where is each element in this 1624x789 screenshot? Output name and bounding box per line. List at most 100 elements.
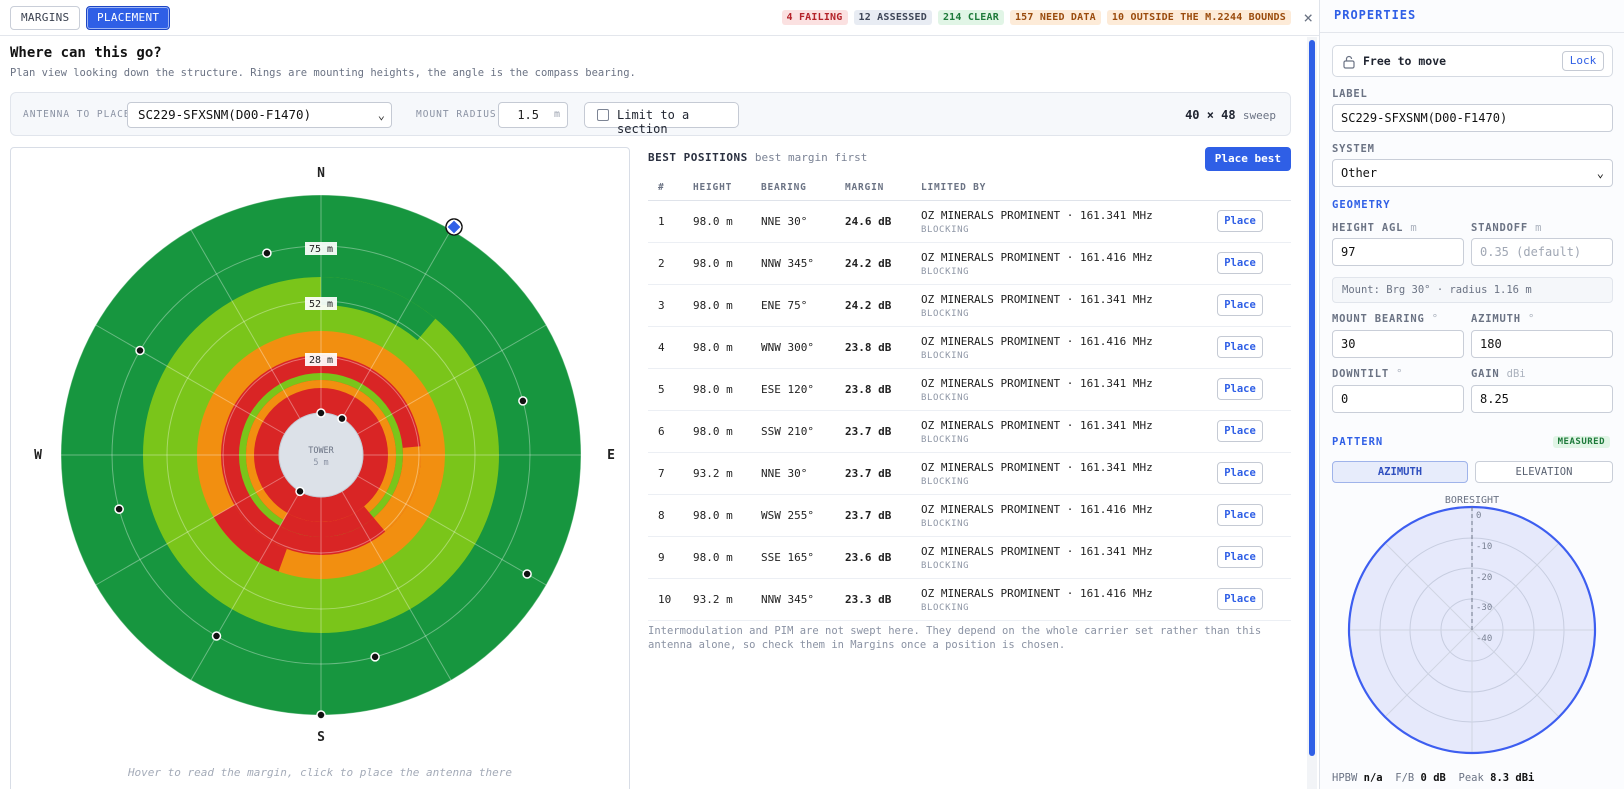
cell-height: 93.2 m bbox=[693, 593, 733, 606]
place-button[interactable]: Place bbox=[1217, 462, 1263, 484]
candidate-marker[interactable] bbox=[316, 408, 326, 418]
cell-bearing: ENE 75° bbox=[761, 299, 808, 312]
ring-label-bg bbox=[305, 297, 337, 310]
limit-section-toggle[interactable]: Limit to a section bbox=[584, 102, 739, 136]
tab-margins[interactable]: MARGINS bbox=[10, 6, 81, 30]
candidate-marker[interactable] bbox=[295, 486, 305, 497]
best-title-text: BEST POSITIONS bbox=[648, 151, 748, 164]
tab-placement[interactable]: PLACEMENT bbox=[86, 6, 171, 30]
tower-core: TOWER 5 m bbox=[278, 412, 364, 498]
cell-height: 98.0 m bbox=[693, 341, 733, 354]
db-label-0: 0 bbox=[1476, 511, 1481, 521]
antenna-select[interactable]: SC229-SFXSNM(D00-F1470) ⌄ bbox=[127, 102, 392, 128]
badge-failing[interactable]: 4 FAILING bbox=[781, 10, 848, 25]
properties-panel: PROPERTIES Free to move Lock LABEL SC229… bbox=[1319, 0, 1624, 789]
sweep-label: sweep bbox=[1242, 109, 1276, 122]
candidate-marker[interactable] bbox=[370, 652, 380, 662]
place-button[interactable]: Place bbox=[1217, 252, 1263, 274]
badge-clear[interactable]: 214 CLEAR bbox=[937, 10, 1004, 25]
candidate-marker[interactable] bbox=[522, 569, 532, 579]
cell-height: 98.0 m bbox=[693, 425, 733, 438]
mount-bearing-input[interactable]: 30 bbox=[1332, 330, 1464, 358]
height-agl-input[interactable]: 97 bbox=[1332, 238, 1464, 266]
limit-section-checkbox[interactable] bbox=[597, 109, 609, 121]
downtilt-input[interactable]: 0 bbox=[1332, 385, 1464, 413]
cell-n: 10 bbox=[658, 593, 672, 606]
table-row[interactable]: 10 93.2 m NNW 345° 23.3 dB OZ MINERALS PROMI… bbox=[648, 579, 1291, 621]
candidate-marker[interactable] bbox=[262, 248, 272, 258]
badge-need-data[interactable]: 157 NEED DATA bbox=[1009, 10, 1101, 25]
status-badges: 4 FAILING 12 ASSESSED 214 CLEAR 157 NEED… bbox=[781, 10, 1291, 25]
place-button[interactable]: Place bbox=[1217, 336, 1263, 358]
margin-cell[interactable] bbox=[321, 277, 436, 341]
gain-input[interactable]: 8.25 bbox=[1471, 385, 1613, 413]
mount-radius-input[interactable]: 1.5 m bbox=[498, 102, 568, 128]
margin-cell[interactable] bbox=[213, 505, 287, 572]
table-row[interactable]: 9 98.0 m SSE 165° 23.6 dB OZ MINERALS PROMIN… bbox=[648, 537, 1291, 579]
compass-n: N bbox=[317, 166, 325, 181]
lock-button[interactable]: Lock bbox=[1562, 51, 1604, 71]
margin-cell[interactable] bbox=[373, 446, 422, 532]
badge-assessed[interactable]: 12 ASSESSED bbox=[853, 10, 932, 25]
place-button[interactable]: Place bbox=[1217, 504, 1263, 526]
col-margin: MARGIN bbox=[845, 182, 885, 193]
bearing-line bbox=[341, 229, 452, 419]
sweep-value: 40 × 48 bbox=[1185, 108, 1236, 122]
system-select[interactable]: Other ⌄ bbox=[1332, 159, 1613, 187]
cell-height: 98.0 m bbox=[693, 383, 733, 396]
place-best-button[interactable]: Place best bbox=[1204, 147, 1291, 171]
candidate-markers[interactable] bbox=[114, 248, 532, 720]
table-row[interactable]: 6 98.0 m SSW 210° 23.7 dB OZ MINERALS PROMIN… bbox=[648, 411, 1291, 453]
tower-height: 5 m bbox=[313, 458, 328, 468]
cell-bearing: SSW 210° bbox=[761, 425, 814, 438]
candidate-marker[interactable] bbox=[316, 710, 326, 720]
margin-cell[interactable] bbox=[280, 506, 374, 537]
close-icon[interactable]: × bbox=[1303, 8, 1313, 27]
tab-elevation[interactable]: ELEVATION bbox=[1475, 461, 1613, 483]
selected-position-marker[interactable] bbox=[445, 218, 463, 236]
antenna-label: ANTENNA TO PLACE bbox=[23, 109, 131, 120]
col-bearing: BEARING bbox=[761, 182, 807, 193]
bearing-line bbox=[190, 491, 301, 681]
candidate-marker[interactable] bbox=[135, 345, 145, 356]
tab-azimuth[interactable]: AZIMUTH bbox=[1332, 461, 1468, 483]
margin-cell[interactable] bbox=[383, 455, 481, 594]
table-row[interactable]: 3 98.0 m ENE 75° 24.2 dB OZ MINERALS PROMINE… bbox=[648, 285, 1291, 327]
peak-value: 8.3 dBi bbox=[1490, 772, 1535, 784]
place-button[interactable]: Place bbox=[1217, 210, 1263, 232]
mount-radius-label: MOUNT RADIUS bbox=[416, 109, 497, 120]
table-row[interactable]: 4 98.0 m WNW 300° 23.8 dB OZ MINERALS PROMIN… bbox=[648, 327, 1291, 369]
compass-e: E bbox=[607, 448, 615, 463]
page-subtitle: Plan view looking down the structure. Ri… bbox=[10, 67, 636, 79]
table-row[interactable]: 5 98.0 m ESE 120° 23.8 dB OZ MINERALS PROMIN… bbox=[648, 369, 1291, 411]
candidate-marker[interactable] bbox=[211, 631, 222, 641]
place-button[interactable]: Place bbox=[1217, 588, 1263, 610]
place-button[interactable]: Place bbox=[1217, 378, 1263, 400]
azimuth-input[interactable]: 180 bbox=[1471, 330, 1613, 358]
table-row[interactable]: 2 98.0 m NNW 345° 24.2 dB OZ MINERALS PROMIN… bbox=[648, 243, 1291, 285]
table-row[interactable]: 8 98.0 m WSW 255° 23.7 dB OZ MINERALS PROMIN… bbox=[648, 495, 1291, 537]
cell-limited-by: OZ MINERALS PROMINENT · 161.416 MHz bbox=[921, 335, 1153, 348]
chevron-down-icon: ⌄ bbox=[377, 108, 385, 122]
hpbw-value: n/a bbox=[1363, 772, 1383, 784]
cell-bearing: NNW 345° bbox=[761, 593, 814, 606]
polar-map-svg[interactable]: TOWER 5 m 75 m 52 m 28 m N E S W bbox=[11, 148, 631, 763]
scrollbar-thumb[interactable] bbox=[1309, 40, 1315, 756]
cell-limit-type: BLOCKING bbox=[921, 435, 970, 445]
candidate-marker[interactable] bbox=[518, 396, 528, 406]
lock-status: Free to move bbox=[1363, 54, 1447, 68]
badge-outside-bounds[interactable]: 10 OUTSIDE THE M.2244 BOUNDS bbox=[1106, 10, 1291, 25]
selected-position-diamond[interactable] bbox=[446, 219, 462, 235]
cell-margin: 24.2 dB bbox=[845, 299, 892, 312]
label-input[interactable]: SC229-SFXSNM(D00-F1470) bbox=[1332, 104, 1613, 132]
place-button[interactable]: Place bbox=[1217, 420, 1263, 442]
table-row[interactable]: 1 98.0 m NNE 30° 24.6 dB OZ MINERALS PROMINE… bbox=[648, 201, 1291, 243]
candidate-marker[interactable] bbox=[337, 413, 347, 424]
cell-limited-by: OZ MINERALS PROMINENT · 161.416 MHz bbox=[921, 251, 1153, 264]
place-button[interactable]: Place bbox=[1217, 546, 1263, 568]
table-row[interactable]: 7 93.2 m NNE 30° 23.7 dB OZ MINERALS PROMINE… bbox=[648, 453, 1291, 495]
place-button[interactable]: Place bbox=[1217, 294, 1263, 316]
standoff-input[interactable]: 0.35 (default) bbox=[1471, 238, 1613, 266]
candidate-marker[interactable] bbox=[114, 504, 124, 514]
boresight-label: BORESIGHT bbox=[1445, 495, 1499, 506]
